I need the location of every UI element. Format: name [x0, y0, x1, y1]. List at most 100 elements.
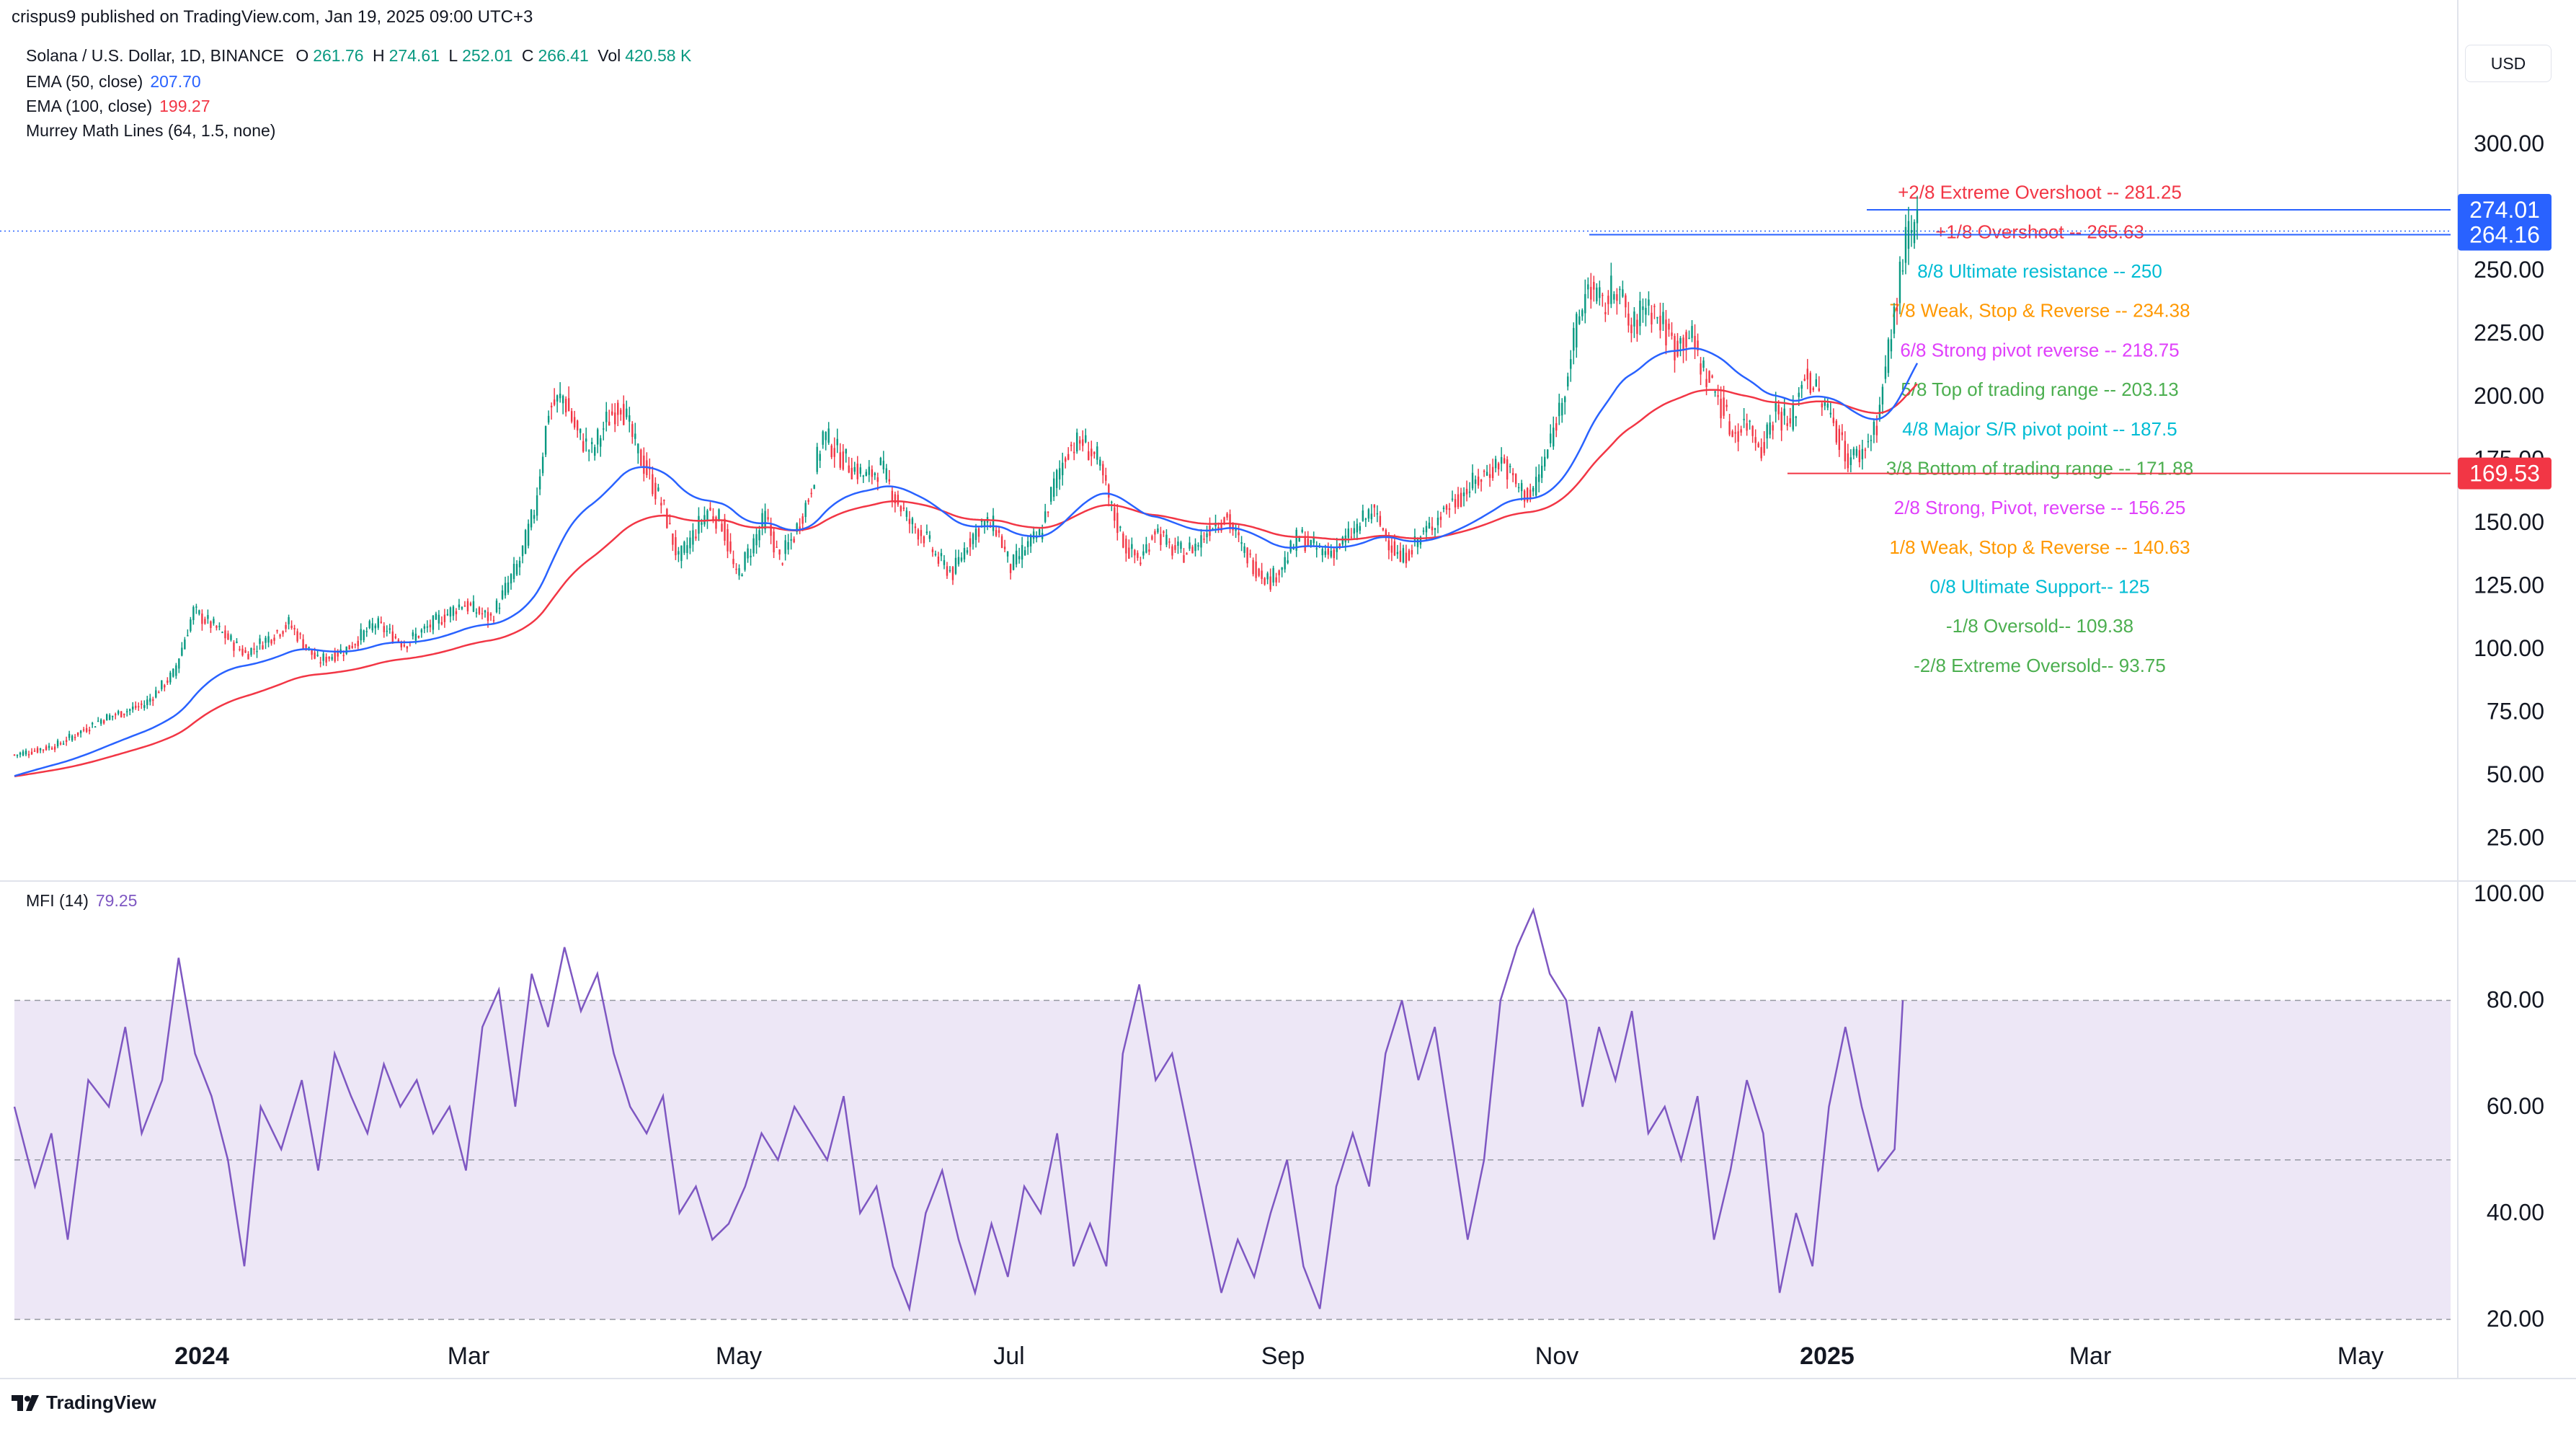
- candle: [446, 609, 449, 616]
- murrey-legend[interactable]: Murrey Math Lines (64, 1.5, none): [26, 121, 275, 141]
- candle-body: [1032, 531, 1035, 539]
- candle-body: [718, 509, 720, 521]
- candle-body: [1844, 441, 1847, 461]
- candle: [767, 508, 769, 522]
- candle-body: [1590, 286, 1592, 300]
- candle-body: [394, 636, 397, 639]
- candle-body: [637, 443, 639, 454]
- candle: [1726, 399, 1728, 412]
- candle-body: [1353, 528, 1356, 534]
- candle: [1284, 551, 1286, 573]
- candle-body: [27, 754, 30, 756]
- ema50-legend[interactable]: EMA (50, close) 207.70: [26, 72, 201, 92]
- murrey-line-label: +2/8 Extreme Overshoot -- 281.25: [1898, 182, 2182, 203]
- candle: [218, 622, 221, 631]
- candle-body: [285, 624, 287, 629]
- candle: [1873, 418, 1875, 443]
- candle-body: [1898, 261, 1901, 304]
- candle-body: [715, 517, 717, 529]
- candle: [1702, 357, 1705, 372]
- volume-label: Vol: [598, 46, 621, 65]
- candle-body: [1662, 311, 1664, 324]
- murrey-line-label: 8/8 Ultimate resistance -- 250: [1917, 260, 2162, 282]
- candle: [1835, 419, 1838, 445]
- candle-body: [1723, 397, 1725, 416]
- candle: [518, 557, 521, 575]
- candle: [1336, 537, 1338, 560]
- candle-body: [325, 657, 327, 663]
- candle-body: [1757, 443, 1759, 448]
- candle-body: [1324, 551, 1326, 555]
- candle: [1235, 523, 1237, 539]
- symbol-legend[interactable]: Solana / U.S. Dollar, 1D, BINANCE O 261.7…: [26, 46, 696, 66]
- mfi-legend[interactable]: MFI (14) 79.25: [26, 891, 137, 911]
- candle-body: [862, 475, 864, 477]
- mfi-value: 79.25: [95, 891, 138, 910]
- candle-body: [91, 722, 94, 725]
- candle-body: [1012, 554, 1015, 570]
- candle: [1910, 215, 1913, 247]
- mfi-line[interactable]: [13, 907, 1904, 1313]
- candle: [391, 624, 394, 644]
- candle: [152, 696, 154, 707]
- candle-body: [1555, 422, 1558, 431]
- candle: [1743, 408, 1745, 428]
- candle-body: [1055, 470, 1058, 488]
- candle: [937, 552, 940, 567]
- candle: [1832, 408, 1835, 427]
- candle-body: [1835, 420, 1838, 443]
- candle-body: [481, 613, 484, 615]
- candle-body: [680, 545, 683, 562]
- candle: [527, 519, 530, 549]
- candle-body: [1287, 560, 1289, 563]
- candle-body: [1396, 552, 1399, 554]
- candle-body: [796, 523, 798, 532]
- candle-body: [1581, 310, 1584, 317]
- candle: [1607, 290, 1609, 315]
- candle-body: [623, 404, 625, 425]
- candle-body: [1468, 491, 1471, 493]
- candle-body: [461, 607, 463, 609]
- candle: [819, 450, 821, 469]
- candle-body: [541, 456, 544, 474]
- candle: [790, 532, 792, 550]
- candle: [461, 606, 463, 611]
- candle: [1581, 308, 1584, 321]
- candle-body: [1142, 551, 1145, 556]
- tradingview-brand: TradingView: [12, 1392, 156, 1414]
- candle: [1431, 517, 1434, 536]
- ema50-line[interactable]: [14, 347, 1919, 777]
- candle: [986, 512, 989, 531]
- candle-body: [620, 410, 622, 415]
- candle: [1076, 428, 1078, 454]
- candle-body: [533, 515, 536, 519]
- candle-body: [478, 607, 481, 614]
- candle: [567, 386, 570, 412]
- candle-body: [1111, 501, 1113, 503]
- candle: [169, 671, 172, 685]
- candle-body: [1751, 425, 1754, 436]
- candle-body: [1382, 528, 1385, 531]
- currency-button[interactable]: USD: [2465, 45, 2551, 82]
- candle-body: [224, 630, 226, 639]
- candle: [129, 708, 131, 716]
- candle: [1006, 551, 1009, 563]
- candle-body: [1630, 324, 1633, 334]
- candle: [1364, 518, 1367, 527]
- candle-body: [946, 566, 949, 576]
- ema100-legend[interactable]: EMA (100, close) 199.27: [26, 97, 210, 116]
- candle: [850, 458, 853, 479]
- candle: [143, 700, 146, 711]
- candle-body: [998, 530, 1000, 534]
- ema100-line[interactable]: [14, 383, 1918, 778]
- candle-body: [553, 399, 556, 405]
- open-label: O: [296, 46, 309, 65]
- candle-body: [403, 645, 406, 647]
- candle: [914, 523, 917, 534]
- candle-body: [654, 482, 657, 500]
- candle: [1893, 303, 1896, 339]
- candle-body: [417, 635, 420, 638]
- candle: [178, 658, 180, 673]
- symbol-name: Solana / U.S. Dollar, 1D, BINANCE: [26, 46, 284, 65]
